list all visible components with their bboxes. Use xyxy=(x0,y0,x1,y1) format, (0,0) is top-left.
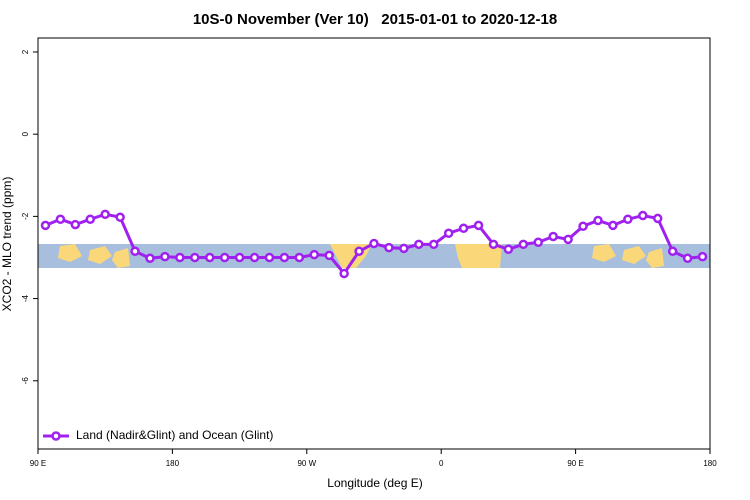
y-tick-label: -2 xyxy=(21,212,30,220)
data-point xyxy=(279,252,290,263)
data-point xyxy=(414,239,424,250)
data-point xyxy=(623,214,633,225)
data-point xyxy=(55,214,66,225)
data-point xyxy=(190,252,200,263)
y-tick-label: 2 xyxy=(21,49,30,54)
x-tick-label: 180 xyxy=(166,459,180,468)
data-point xyxy=(458,223,469,234)
data-point xyxy=(697,251,708,262)
data-point xyxy=(249,252,260,263)
x-tick-label: 90 E xyxy=(567,459,583,468)
data-point xyxy=(160,251,170,262)
data-point xyxy=(234,252,245,263)
data-point xyxy=(638,210,648,221)
y-tick-label: -6 xyxy=(21,377,30,385)
data-point xyxy=(578,221,588,231)
land xyxy=(592,244,664,268)
data-point xyxy=(443,228,454,238)
y-tick-label: 0 xyxy=(21,131,30,136)
x-tick-label: 180 xyxy=(703,459,717,468)
legend-marker xyxy=(51,431,61,441)
data-point xyxy=(294,252,305,263)
x-tick-label: 90 E xyxy=(30,459,46,468)
data-point xyxy=(608,220,618,231)
data-point xyxy=(204,252,215,263)
data-point xyxy=(399,243,409,254)
x-tick-label: 90 W xyxy=(297,459,316,468)
data-point xyxy=(70,219,81,230)
data-point xyxy=(324,250,334,261)
x-tick-label: 0 xyxy=(439,459,444,468)
data-point xyxy=(652,213,663,224)
data-point xyxy=(145,253,155,264)
data-point xyxy=(354,246,364,257)
data-point xyxy=(219,252,230,263)
data-point xyxy=(85,214,96,225)
data-point xyxy=(518,239,529,250)
land xyxy=(58,244,130,268)
x-axis-label: Longitude (deg E) xyxy=(327,476,422,490)
data-point xyxy=(533,237,544,248)
plot-frame xyxy=(37,37,711,450)
legend-label: Land (Nadir&Glint) and Ocean (Glint) xyxy=(76,428,273,442)
data-point xyxy=(682,253,693,264)
data-point xyxy=(428,239,439,250)
land xyxy=(455,244,502,268)
data-point xyxy=(130,246,140,257)
data-point xyxy=(563,234,573,245)
chart-title: 10S-0 November (Ver 10) 2015-01-01 to 20… xyxy=(193,11,557,28)
y-axis-label: XCO2 - MLO trend (ppm) xyxy=(0,177,14,312)
data-point xyxy=(593,215,603,226)
data-point xyxy=(503,244,514,255)
data-point xyxy=(175,252,185,263)
data-point xyxy=(473,220,484,231)
data-point xyxy=(369,238,379,249)
data-point xyxy=(339,268,349,279)
data-point xyxy=(100,209,110,220)
data-point xyxy=(488,239,499,250)
data-point xyxy=(667,246,678,257)
data-point xyxy=(264,252,275,263)
y-tick-label: -4 xyxy=(21,294,30,302)
data-point xyxy=(384,242,394,253)
data-point xyxy=(40,220,51,231)
data-point xyxy=(115,212,125,222)
data-point xyxy=(548,231,558,242)
data-point xyxy=(309,249,320,260)
